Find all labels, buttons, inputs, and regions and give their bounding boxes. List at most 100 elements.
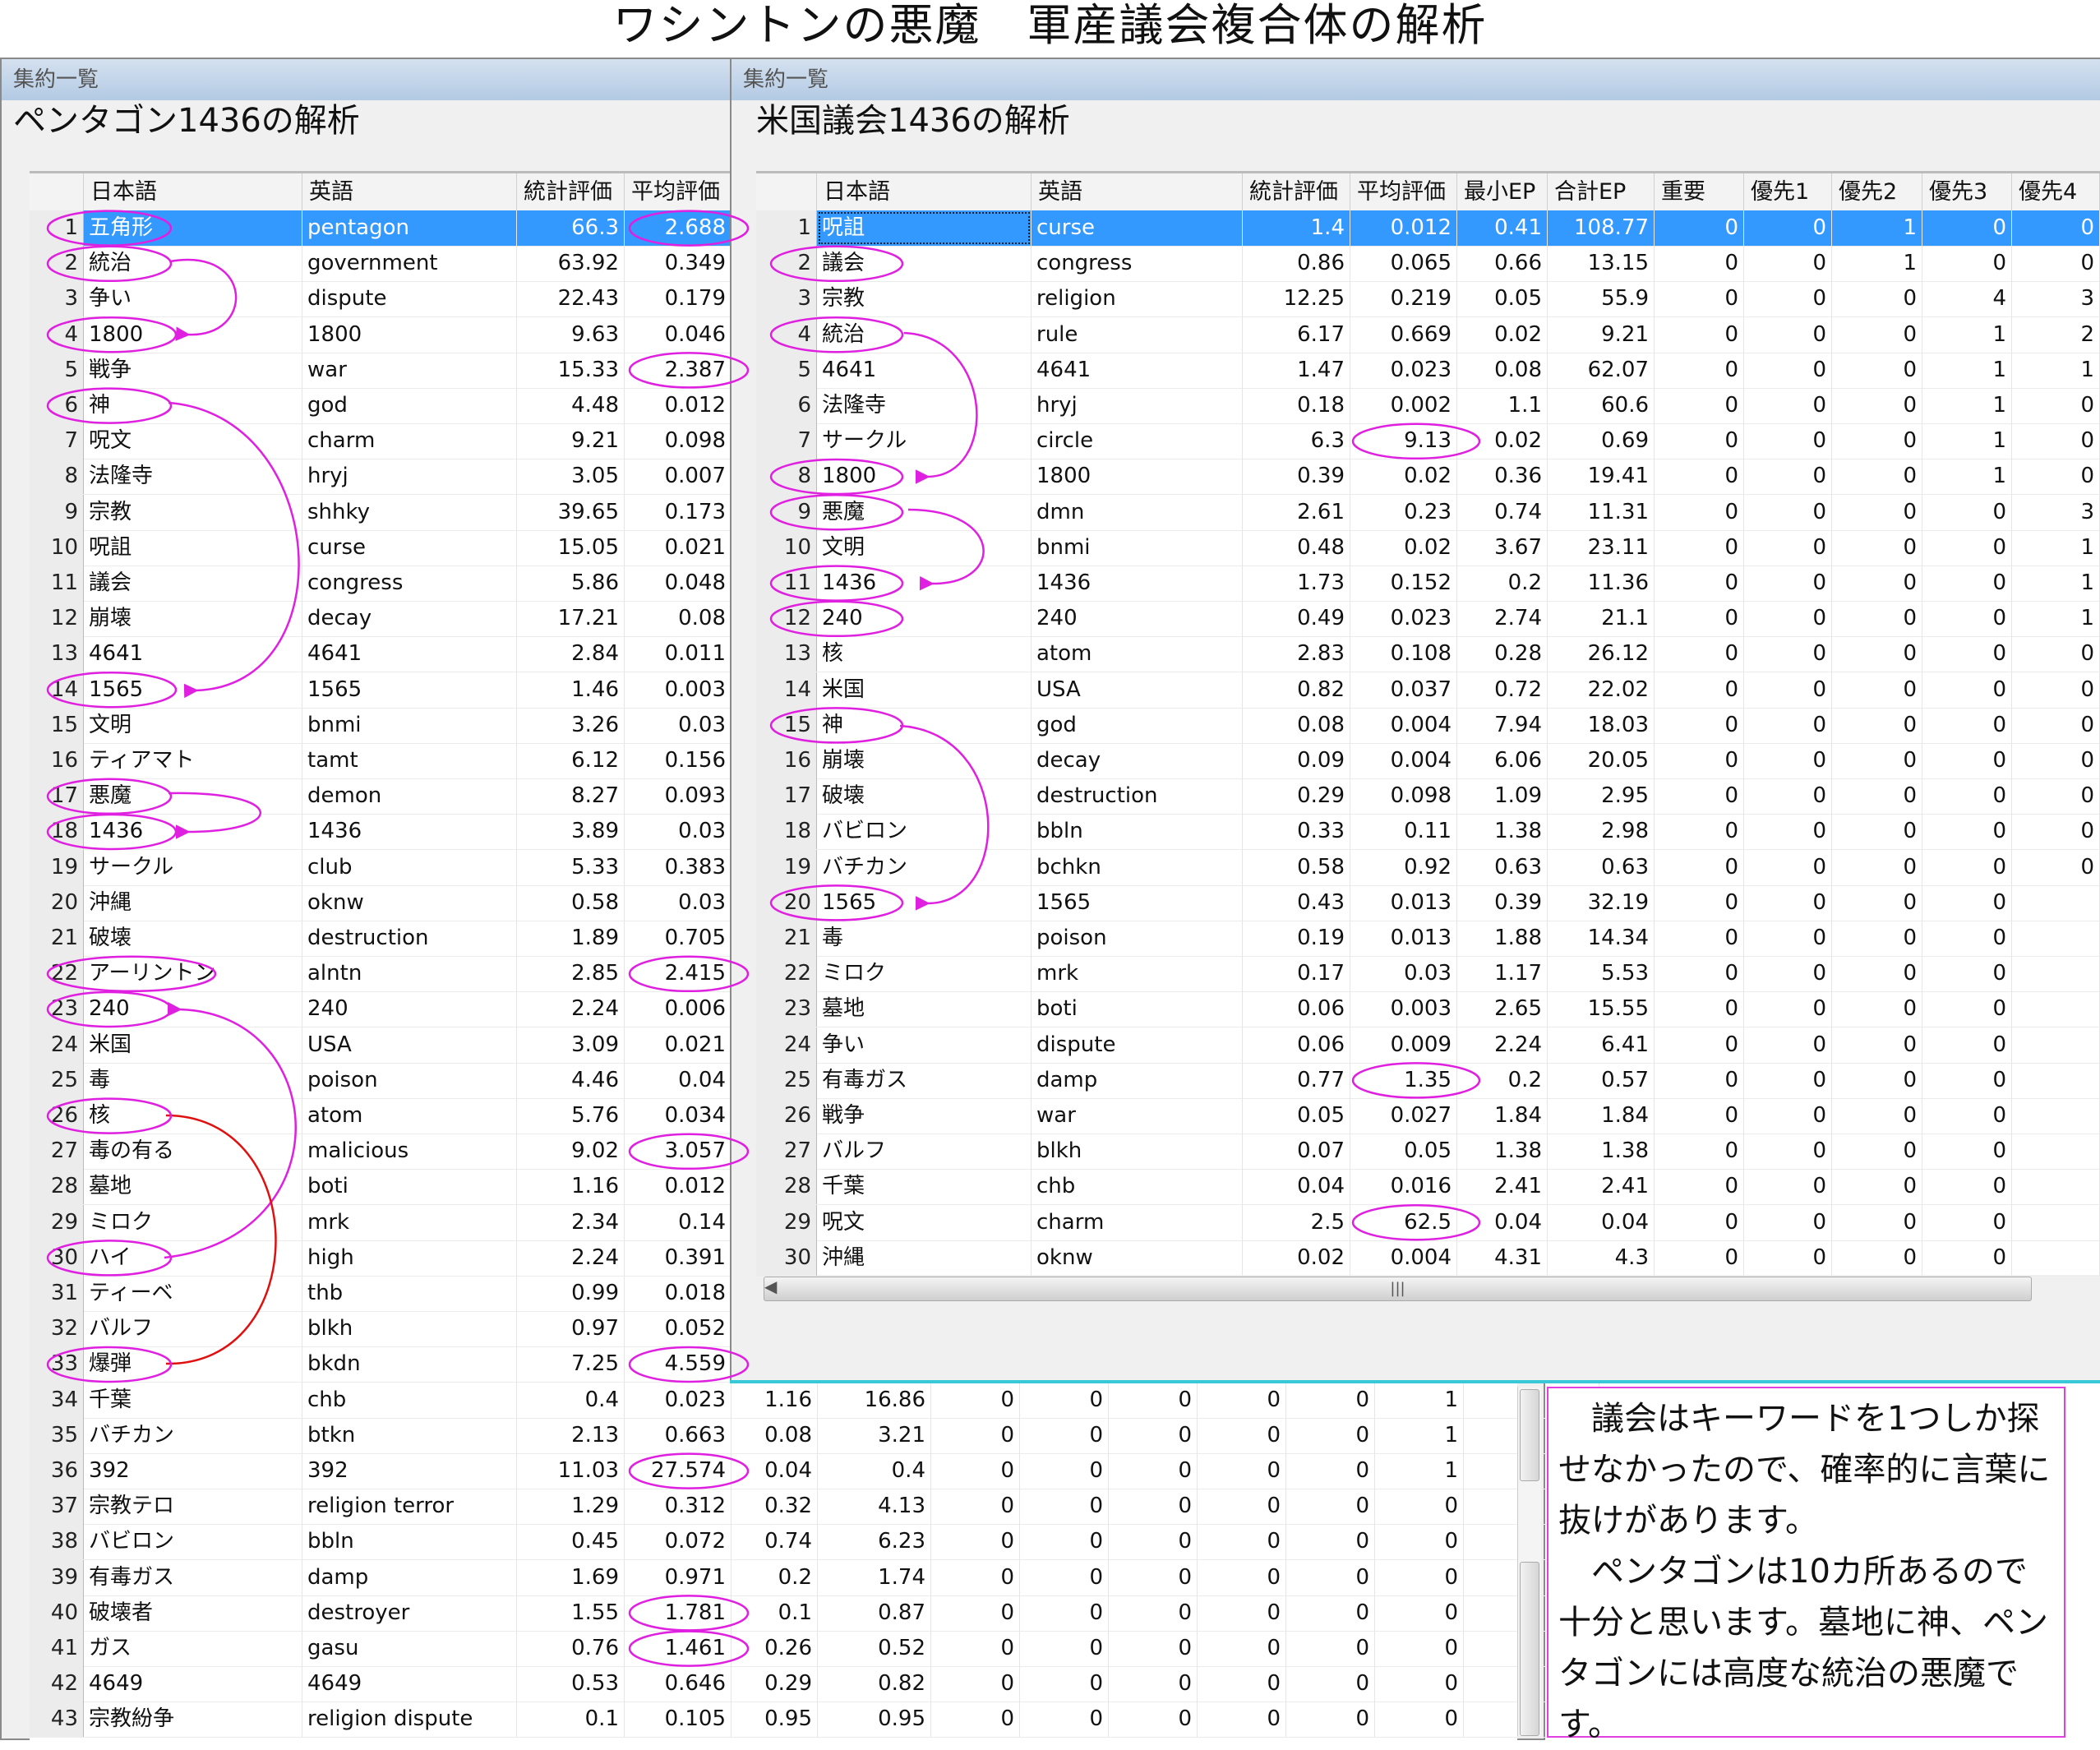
japanese-cell[interactable]: 毒: [817, 921, 1032, 956]
row-number[interactable]: 22: [756, 956, 817, 992]
row-number[interactable]: 8: [30, 459, 84, 495]
value-cell[interactable]: 0: [1020, 1631, 1109, 1666]
value-cell[interactable]: 0.021: [625, 529, 732, 566]
value-cell[interactable]: 0.58: [1243, 849, 1350, 885]
column-header[interactable]: 優先1: [1744, 173, 1832, 210]
row-number[interactable]: 21: [30, 921, 84, 956]
value-cell[interactable]: 1.74: [818, 1559, 931, 1595]
table-row[interactable]: 10 文明 bnmi 0.48 0.02 3.67 23.11 0 0 0 0 1: [756, 529, 2100, 566]
english-cell[interactable]: god: [302, 388, 517, 423]
english-cell[interactable]: decay: [302, 601, 517, 637]
value-cell[interactable]: 0: [1832, 281, 1922, 317]
value-cell[interactable]: [2012, 884, 2100, 921]
value-cell[interactable]: 0: [1922, 1062, 2012, 1098]
value-cell[interactable]: 0.07: [1243, 1134, 1350, 1170]
value-cell[interactable]: 0.002: [1350, 388, 1457, 423]
value-cell[interactable]: 0: [1922, 991, 2012, 1027]
row-number[interactable]: 26: [756, 1098, 817, 1134]
value-cell[interactable]: 0.09: [1243, 743, 1350, 778]
value-cell[interactable]: 1: [2012, 352, 2100, 388]
value-cell[interactable]: 0: [1832, 494, 1922, 530]
value-cell[interactable]: 0: [1109, 1382, 1198, 1418]
japanese-cell[interactable]: 4649: [84, 1666, 302, 1702]
value-cell[interactable]: 0.04: [1243, 1169, 1350, 1205]
row-number[interactable]: 10: [756, 529, 817, 566]
english-cell[interactable]: alntn: [302, 956, 517, 992]
japanese-cell[interactable]: 崩壊: [817, 743, 1032, 778]
value-cell[interactable]: 2.98: [1548, 814, 1655, 850]
english-cell[interactable]: rule: [1032, 316, 1243, 353]
value-cell[interactable]: 0.011: [625, 636, 732, 672]
row-number[interactable]: 6: [756, 388, 817, 423]
column-header[interactable]: 英語: [1032, 173, 1243, 210]
value-cell[interactable]: 0: [1375, 1702, 1464, 1738]
japanese-cell[interactable]: 破壊者: [84, 1595, 302, 1631]
table-row[interactable]: 40 破壊者 destroyer 1.55 1.781 0.1 0.87 0 0 0 0 0 0: [30, 1595, 1599, 1632]
japanese-cell[interactable]: 宗教: [84, 494, 302, 530]
row-number[interactable]: 20: [30, 884, 84, 921]
japanese-cell[interactable]: 墓地: [84, 1169, 302, 1205]
value-cell[interactable]: 2.5: [1243, 1204, 1350, 1240]
english-cell[interactable]: USA: [1032, 672, 1243, 708]
japanese-cell[interactable]: 神: [817, 707, 1032, 743]
value-cell[interactable]: 0: [931, 1702, 1020, 1738]
value-cell[interactable]: 6.06: [1457, 743, 1548, 778]
row-number[interactable]: 5: [756, 352, 817, 388]
value-cell[interactable]: 0.034: [625, 1098, 732, 1134]
value-cell[interactable]: 0: [1744, 494, 1832, 530]
value-cell[interactable]: 1: [1832, 210, 1922, 246]
row-number[interactable]: 19: [30, 849, 84, 885]
value-cell[interactable]: 0: [1922, 814, 2012, 850]
table-row[interactable]: 3 宗教 religion 12.25 0.219 0.05 55.9 0 0 0 4 3: [756, 281, 2100, 318]
value-cell[interactable]: 0: [1286, 1559, 1375, 1595]
row-number[interactable]: 4: [30, 316, 84, 353]
value-cell[interactable]: 0: [1655, 601, 1744, 637]
value-cell[interactable]: 8.27: [517, 778, 625, 815]
value-cell[interactable]: 1: [1375, 1453, 1464, 1489]
japanese-cell[interactable]: 議会: [817, 246, 1032, 282]
row-number[interactable]: 3: [756, 281, 817, 317]
column-header[interactable]: 平均評価: [625, 173, 732, 210]
value-cell[interactable]: 0: [1744, 388, 1832, 423]
japanese-cell[interactable]: 毒: [84, 1062, 302, 1098]
english-cell[interactable]: religion dispute: [302, 1702, 517, 1738]
value-cell[interactable]: 0: [1109, 1489, 1198, 1525]
english-cell[interactable]: circle: [1032, 423, 1243, 459]
value-cell[interactable]: 0: [1020, 1702, 1109, 1738]
value-cell[interactable]: [2012, 921, 2100, 956]
row-number[interactable]: 26: [30, 1098, 84, 1134]
table-row[interactable]: 19 バチカン bchkn 0.58 0.92 0.63 0.63 0 0 0 0 0: [756, 849, 2100, 886]
value-cell[interactable]: 0: [1286, 1595, 1375, 1631]
value-cell[interactable]: 0: [1655, 1027, 1744, 1063]
table-row[interactable]: 8 1800 1800 0.39 0.02 0.36 19.41 0 0 0 1 0: [756, 459, 2100, 496]
japanese-cell[interactable]: 1436: [84, 814, 302, 850]
value-cell[interactable]: 0.03: [625, 707, 732, 743]
japanese-cell[interactable]: バルフ: [84, 1311, 302, 1347]
value-cell[interactable]: 0.023: [1350, 352, 1457, 388]
value-cell[interactable]: 0.037: [1350, 672, 1457, 708]
japanese-cell[interactable]: バチカン: [84, 1417, 302, 1453]
english-cell[interactable]: religion: [1032, 281, 1243, 317]
english-cell[interactable]: atom: [1032, 636, 1243, 672]
value-cell[interactable]: 0: [1020, 1382, 1109, 1418]
value-cell[interactable]: 0.023: [625, 1382, 732, 1418]
value-cell[interactable]: 0: [1922, 778, 2012, 815]
value-cell[interactable]: 0.012: [625, 1169, 732, 1205]
value-cell[interactable]: 62.5: [1350, 1204, 1457, 1240]
value-cell[interactable]: 32.19: [1548, 884, 1655, 921]
value-cell[interactable]: 0: [1922, 1204, 2012, 1240]
japanese-cell[interactable]: 毒の有る: [84, 1134, 302, 1170]
japanese-cell[interactable]: 悪魔: [84, 778, 302, 815]
table-row[interactable]: 15 神 god 0.08 0.004 7.94 18.03 0 0 0 0 0: [756, 707, 2100, 744]
japanese-cell[interactable]: 4641: [84, 636, 302, 672]
value-cell[interactable]: 2.24: [517, 1240, 625, 1276]
value-cell[interactable]: 0.027: [1350, 1098, 1457, 1134]
japanese-cell[interactable]: ティーベ: [84, 1276, 302, 1311]
value-cell[interactable]: 5.53: [1548, 956, 1655, 992]
value-cell[interactable]: 1: [1922, 388, 2012, 423]
value-cell[interactable]: 22.02: [1548, 672, 1655, 708]
value-cell[interactable]: 0.02: [1350, 459, 1457, 495]
value-cell[interactable]: 0: [1286, 1489, 1375, 1525]
value-cell[interactable]: 0: [1744, 991, 1832, 1027]
value-cell[interactable]: 4: [1922, 281, 2012, 317]
